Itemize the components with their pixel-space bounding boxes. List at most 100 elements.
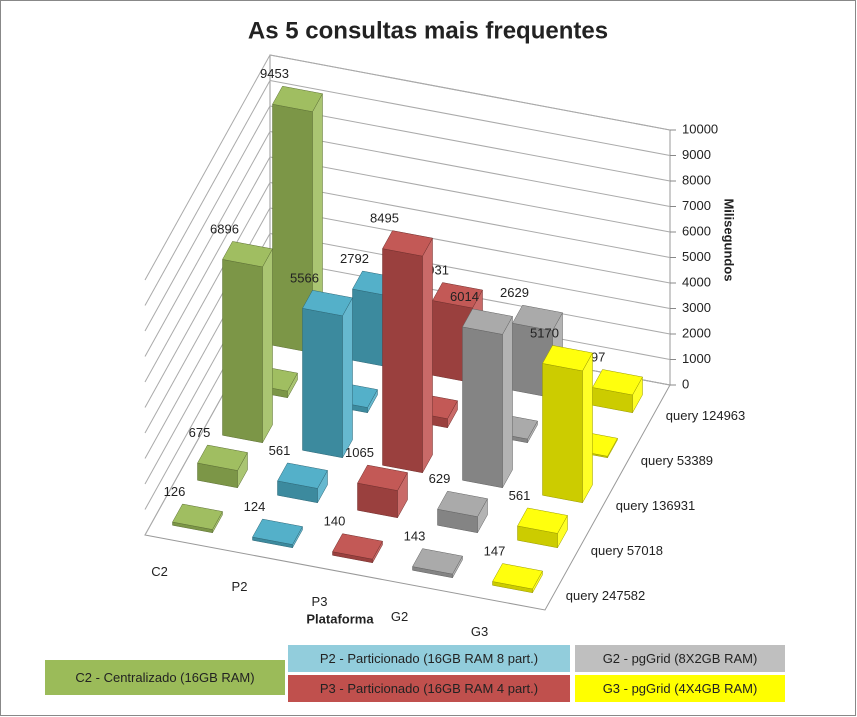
data-label: 629 bbox=[429, 471, 451, 486]
bar-top bbox=[492, 563, 543, 590]
data-label: 561 bbox=[269, 443, 291, 458]
bar bbox=[222, 241, 273, 444]
y-tick-label: 3000 bbox=[682, 300, 711, 315]
depth-tick-label: query 124963 bbox=[666, 408, 746, 423]
grid-line bbox=[269, 156, 671, 233]
grid-line bbox=[269, 182, 671, 258]
depth-tick-label: query 136931 bbox=[616, 498, 696, 513]
bar bbox=[542, 345, 593, 504]
data-label: 140 bbox=[324, 514, 346, 529]
x-tick-label: G2 bbox=[391, 609, 408, 624]
data-label: 2629 bbox=[500, 285, 529, 300]
chart-title: As 5 consultas mais frequentes bbox=[248, 17, 608, 44]
grid-line bbox=[144, 156, 271, 383]
bar-side bbox=[262, 247, 273, 444]
grid-line bbox=[269, 233, 671, 309]
bar bbox=[357, 464, 408, 519]
grid-line bbox=[144, 80, 271, 306]
bar-front bbox=[222, 259, 263, 444]
bar bbox=[412, 548, 463, 579]
legend-label: P3 - Particionado (16GB RAM 4 part.) bbox=[320, 681, 538, 696]
grid-line bbox=[144, 182, 271, 408]
data-label: 126 bbox=[164, 484, 186, 499]
bar-side bbox=[502, 315, 513, 489]
legend-label: G3 - pgGrid (4X4GB RAM) bbox=[603, 681, 758, 696]
legend-swatch bbox=[288, 645, 570, 672]
legend-swatch bbox=[575, 675, 785, 702]
grid-line bbox=[269, 207, 671, 284]
bar bbox=[252, 518, 303, 549]
data-label: 5170 bbox=[530, 325, 559, 340]
data-label: 143 bbox=[404, 529, 426, 544]
y-tick-label: 6000 bbox=[682, 223, 711, 238]
bar-top bbox=[357, 464, 408, 491]
bar-top bbox=[222, 241, 273, 268]
y-tick-label: 7000 bbox=[682, 198, 711, 213]
bar-side bbox=[342, 296, 353, 459]
legend-swatch bbox=[45, 660, 285, 695]
legend-label: C2 - Centralizado (16GB RAM) bbox=[75, 670, 254, 685]
data-label: 8495 bbox=[370, 211, 399, 226]
bar-top bbox=[517, 507, 568, 534]
grid-line bbox=[269, 54, 671, 131]
depth-tick-label: query 53389 bbox=[641, 453, 713, 468]
bar bbox=[172, 503, 223, 534]
bar-top bbox=[302, 290, 353, 317]
bar bbox=[197, 444, 248, 489]
x-tick-label: P2 bbox=[232, 579, 248, 594]
x-tick-label: P3 bbox=[312, 594, 328, 609]
data-label: 6014 bbox=[450, 289, 479, 304]
bar bbox=[592, 369, 643, 414]
bar bbox=[517, 507, 568, 549]
bar-top bbox=[197, 444, 248, 471]
x-tick-label: G3 bbox=[471, 624, 488, 639]
bar-top bbox=[272, 85, 323, 112]
y-tick-label: 8000 bbox=[682, 172, 711, 187]
y-tick-label: 9000 bbox=[682, 147, 711, 162]
depth-tick-label: query 57018 bbox=[591, 543, 663, 558]
y-tick-label: 4000 bbox=[682, 274, 711, 289]
bar-front bbox=[542, 363, 583, 504]
data-label: 2792 bbox=[340, 251, 369, 266]
bar bbox=[332, 533, 383, 564]
y-tick-label: 0 bbox=[682, 376, 689, 391]
grid-line bbox=[144, 105, 271, 332]
y-tick-label: 2000 bbox=[682, 325, 711, 340]
depth-tick-label: query 247582 bbox=[566, 588, 646, 603]
grid-line bbox=[269, 105, 671, 182]
bar-side bbox=[422, 237, 433, 474]
bar bbox=[302, 290, 353, 459]
bar-top bbox=[432, 282, 483, 309]
grid-line bbox=[144, 131, 271, 357]
bar-top bbox=[252, 518, 303, 545]
legend-swatch bbox=[575, 645, 785, 672]
data-label: 1065 bbox=[345, 445, 374, 460]
y-tick-label: 5000 bbox=[682, 249, 711, 264]
y-tick-label: 10000 bbox=[682, 121, 718, 136]
bar bbox=[272, 85, 323, 354]
bar-top bbox=[412, 548, 463, 575]
bar bbox=[277, 462, 328, 504]
bar bbox=[462, 308, 513, 489]
data-label: 561 bbox=[509, 488, 531, 503]
x-axis-label: Plataforma bbox=[306, 611, 374, 626]
legend-label: G2 - pgGrid (8X2GB RAM) bbox=[603, 651, 758, 666]
bar-top bbox=[592, 369, 643, 396]
x-tick-label: C2 bbox=[151, 564, 168, 579]
bar-top bbox=[332, 533, 383, 560]
y-axis-label: Milisegundos bbox=[722, 198, 737, 281]
bar-top bbox=[172, 503, 223, 530]
legend-label: P2 - Particionado (16GB RAM 8 part.) bbox=[320, 651, 538, 666]
data-label: 147 bbox=[484, 543, 506, 558]
bar-top bbox=[542, 345, 593, 372]
data-label: 675 bbox=[189, 425, 211, 440]
bar-side bbox=[582, 351, 593, 504]
bar-front bbox=[382, 248, 423, 474]
bar-top bbox=[437, 490, 488, 517]
bar-top bbox=[512, 304, 563, 331]
data-label: 5566 bbox=[290, 270, 319, 285]
legend-swatch bbox=[288, 675, 570, 702]
bar bbox=[492, 563, 543, 594]
bar-top bbox=[277, 462, 328, 489]
grid-line bbox=[144, 54, 271, 281]
